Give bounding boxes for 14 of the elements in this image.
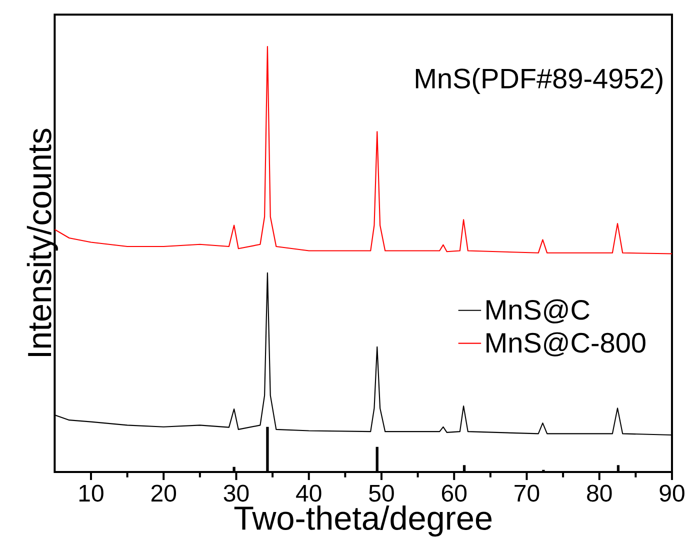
- legend-label: MnS@C: [486, 299, 590, 324]
- legend-label: MnS@C-800: [486, 332, 646, 357]
- x-tick-label: 80: [587, 484, 612, 502]
- x-tick-label: 10: [79, 484, 104, 502]
- y-axis-title: Intensity/counts: [26, 128, 58, 356]
- x-tick-label: 40: [296, 484, 322, 502]
- x-tick-label: 20: [151, 484, 176, 502]
- annotation: MnS(PDF#89-4952): [416, 68, 662, 94]
- x-axis-title: Two-theta/degree: [234, 506, 492, 537]
- x-tick-label: 60: [442, 484, 467, 502]
- x-tick-label: 70: [514, 484, 540, 502]
- x-tick-label: 90: [660, 484, 684, 502]
- x-tick-label: 30: [224, 484, 249, 502]
- x-tick-label: 50: [369, 484, 394, 502]
